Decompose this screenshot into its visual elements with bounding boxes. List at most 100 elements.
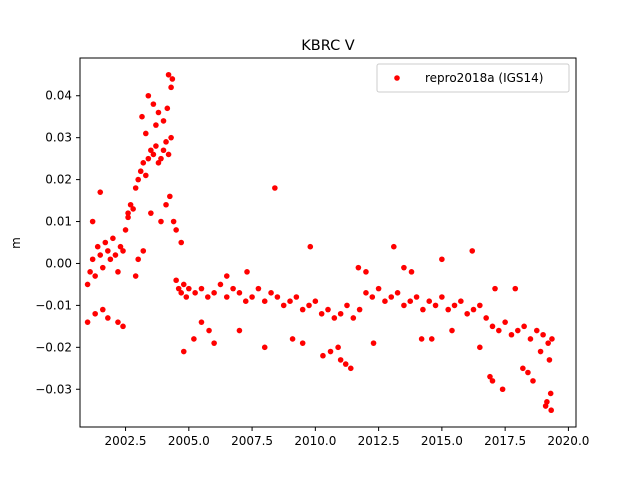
data-point xyxy=(107,256,114,263)
data-point xyxy=(391,243,397,250)
data-point xyxy=(261,344,268,351)
data-point xyxy=(97,189,104,195)
data-point xyxy=(153,143,159,149)
data-point xyxy=(170,218,177,225)
data-point xyxy=(110,235,116,242)
data-point xyxy=(537,348,544,355)
data-point xyxy=(132,185,139,191)
data-point xyxy=(426,298,433,305)
data-point xyxy=(92,273,98,279)
data-point xyxy=(307,243,314,250)
data-point xyxy=(347,365,354,372)
data-point xyxy=(132,273,139,279)
data-point xyxy=(428,336,435,342)
y-tick-label: 0.04 xyxy=(45,89,72,103)
data-point xyxy=(272,185,278,191)
data-point xyxy=(137,168,144,175)
data-point xyxy=(155,109,162,116)
x-tick-label: 2005.0 xyxy=(168,434,210,448)
data-point xyxy=(135,176,141,183)
data-point xyxy=(94,243,101,250)
data-point xyxy=(496,327,502,334)
data-point xyxy=(173,227,179,233)
data-point xyxy=(160,118,167,124)
data-point xyxy=(293,294,300,300)
data-point xyxy=(540,331,546,338)
data-point xyxy=(186,285,192,292)
data-point xyxy=(165,151,172,158)
data-point xyxy=(205,294,211,300)
y-tick-label: 0.01 xyxy=(45,215,72,229)
data-point xyxy=(178,239,185,246)
x-tick-label: 2012.5 xyxy=(358,434,400,448)
data-point xyxy=(502,319,508,325)
data-point xyxy=(312,298,319,305)
data-point xyxy=(355,264,362,271)
data-point xyxy=(449,327,455,334)
data-point xyxy=(280,302,287,309)
data-point xyxy=(180,348,187,355)
data-point xyxy=(520,365,526,372)
y-tick-label: −0.03 xyxy=(35,382,72,396)
data-point xyxy=(299,306,306,313)
data-point xyxy=(306,302,312,309)
data-point xyxy=(198,285,205,292)
data-point xyxy=(89,218,96,225)
data-points xyxy=(84,71,555,414)
data-point xyxy=(289,336,296,342)
data-point xyxy=(84,319,91,325)
data-point xyxy=(139,113,145,120)
data-point xyxy=(483,315,489,321)
data-point xyxy=(168,134,174,141)
data-point xyxy=(223,273,230,279)
data-point xyxy=(192,290,198,296)
data-point xyxy=(120,248,126,254)
data-point xyxy=(127,201,134,208)
data-point xyxy=(363,290,369,296)
data-point xyxy=(164,105,171,112)
x-axis: 2002.5 2005.0 2007.5 2010.0 2012.5 2015.0 2017… xyxy=(105,427,589,448)
data-point xyxy=(477,302,483,309)
data-point xyxy=(236,290,243,296)
data-point xyxy=(477,344,483,351)
legend-entry-label: repro2018a (IGS14) xyxy=(425,71,543,85)
data-point xyxy=(470,306,477,313)
data-point xyxy=(249,294,255,300)
data-point xyxy=(274,294,281,300)
data-point xyxy=(549,336,555,342)
data-point xyxy=(169,76,176,82)
data-point xyxy=(92,310,98,317)
chart-title: KBRC V xyxy=(301,38,355,54)
data-point xyxy=(143,130,149,137)
data-point xyxy=(155,160,162,166)
data-point xyxy=(140,160,147,166)
data-point xyxy=(158,155,164,162)
data-point xyxy=(544,399,550,405)
data-point xyxy=(499,386,506,393)
data-point xyxy=(183,294,190,300)
data-point xyxy=(530,378,536,384)
data-point xyxy=(102,239,109,246)
data-point xyxy=(418,336,425,342)
data-point xyxy=(211,340,217,346)
data-point xyxy=(163,201,169,208)
data-point xyxy=(242,298,249,305)
data-point xyxy=(370,340,377,346)
data-point xyxy=(394,290,401,296)
data-point xyxy=(515,327,521,334)
data-point xyxy=(547,390,554,397)
y-tick-label: 0.02 xyxy=(45,173,72,187)
data-point xyxy=(140,248,147,254)
data-point xyxy=(546,357,553,363)
data-point xyxy=(87,269,93,275)
data-point xyxy=(143,172,149,179)
data-point xyxy=(153,122,159,128)
data-point xyxy=(545,340,551,346)
data-point xyxy=(255,285,262,292)
data-point xyxy=(548,407,554,414)
data-point xyxy=(145,92,152,99)
data-point xyxy=(299,340,306,346)
data-point xyxy=(84,281,91,288)
y-tick-label: 0.00 xyxy=(45,256,72,270)
data-point xyxy=(167,193,173,200)
